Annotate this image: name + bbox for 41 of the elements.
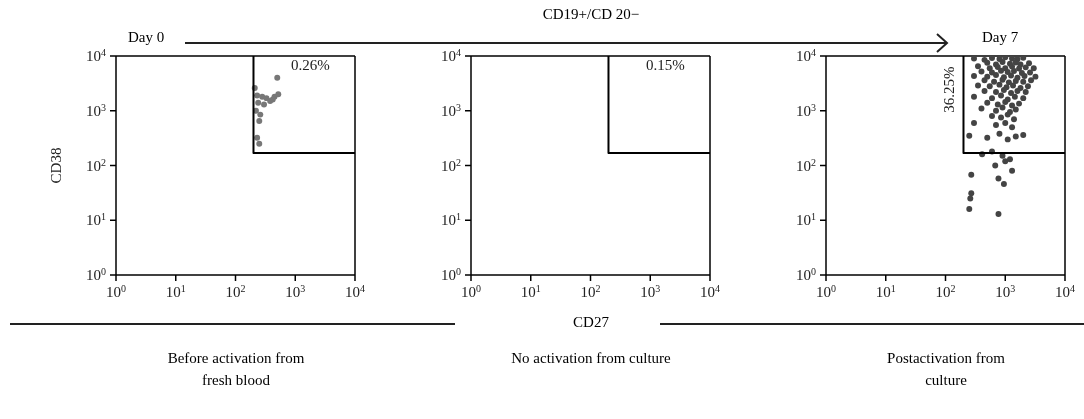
y-tick-label: 10$^{0}$ [441, 265, 461, 283]
text: No activation from culture [511, 349, 671, 368]
x-axis-title: CD27 [572, 314, 610, 331]
x-tick-label: 10$^{2}$ [225, 282, 246, 300]
x-tick-label: 10$^{0}$ [816, 282, 836, 300]
x-tick-label: 10$^{2}$ [935, 282, 956, 300]
y-tick-label: 10$^{3}$ [441, 101, 461, 119]
x-tick-label: 10$^{3}$ [995, 282, 1016, 300]
y-tick-label: 10$^{0}$ [796, 265, 816, 283]
x-tick-label: 10$^{4}$ [1055, 282, 1075, 300]
text: Day 7 [982, 29, 1019, 46]
x-tick-label: 10$^{4}$ [345, 282, 365, 300]
x-tick-label: 10$^{0}$ [461, 282, 481, 300]
y-tick-label: 10$^{4}$ [86, 46, 106, 64]
y-tick-label: 10$^{3}$ [796, 101, 816, 119]
x-tick-label: 10$^{3}$ [640, 282, 661, 300]
y-tick-label: 10$^{1}$ [86, 210, 106, 229]
y-tick-label: 10$^{1}$ [796, 210, 816, 229]
x-tick-label: 10$^{4}$ [700, 282, 720, 300]
y-tick-label: 10$^{4}$ [441, 46, 461, 64]
annotation: 0.26% [291, 57, 330, 74]
chart-title: CD19+/CD 20− [541, 6, 641, 23]
text: Before activation from fresh blood [166, 349, 306, 390]
x-tick-label: 10$^{1}$ [875, 282, 896, 300]
y-tick-label: 10$^{3}$ [86, 101, 106, 119]
x-tick-label: 10$^{3}$ [285, 282, 306, 300]
x-tick-label: 10$^{2}$ [580, 282, 601, 300]
x-tick-label: 10$^{0}$ [106, 282, 126, 300]
y-axis-title: CD38 [48, 147, 65, 184]
text: Postactivation from culture [886, 349, 1006, 390]
y-tick-label: 10$^{1}$ [441, 210, 461, 229]
y-tick-label: 10$^{4}$ [796, 46, 816, 64]
y-tick-label: 10$^{2}$ [441, 156, 461, 174]
x-tick-label: 10$^{1}$ [165, 282, 186, 300]
annotation: 0.15% [646, 57, 685, 74]
x-tick-label: 10$^{1}$ [520, 282, 541, 300]
annotation: 36.25% [940, 65, 958, 115]
y-tick-label: 10$^{2}$ [796, 156, 816, 174]
y-tick-label: 10$^{0}$ [86, 265, 106, 283]
text: Day 0 [128, 29, 165, 46]
y-tick-label: 10$^{2}$ [86, 156, 106, 174]
